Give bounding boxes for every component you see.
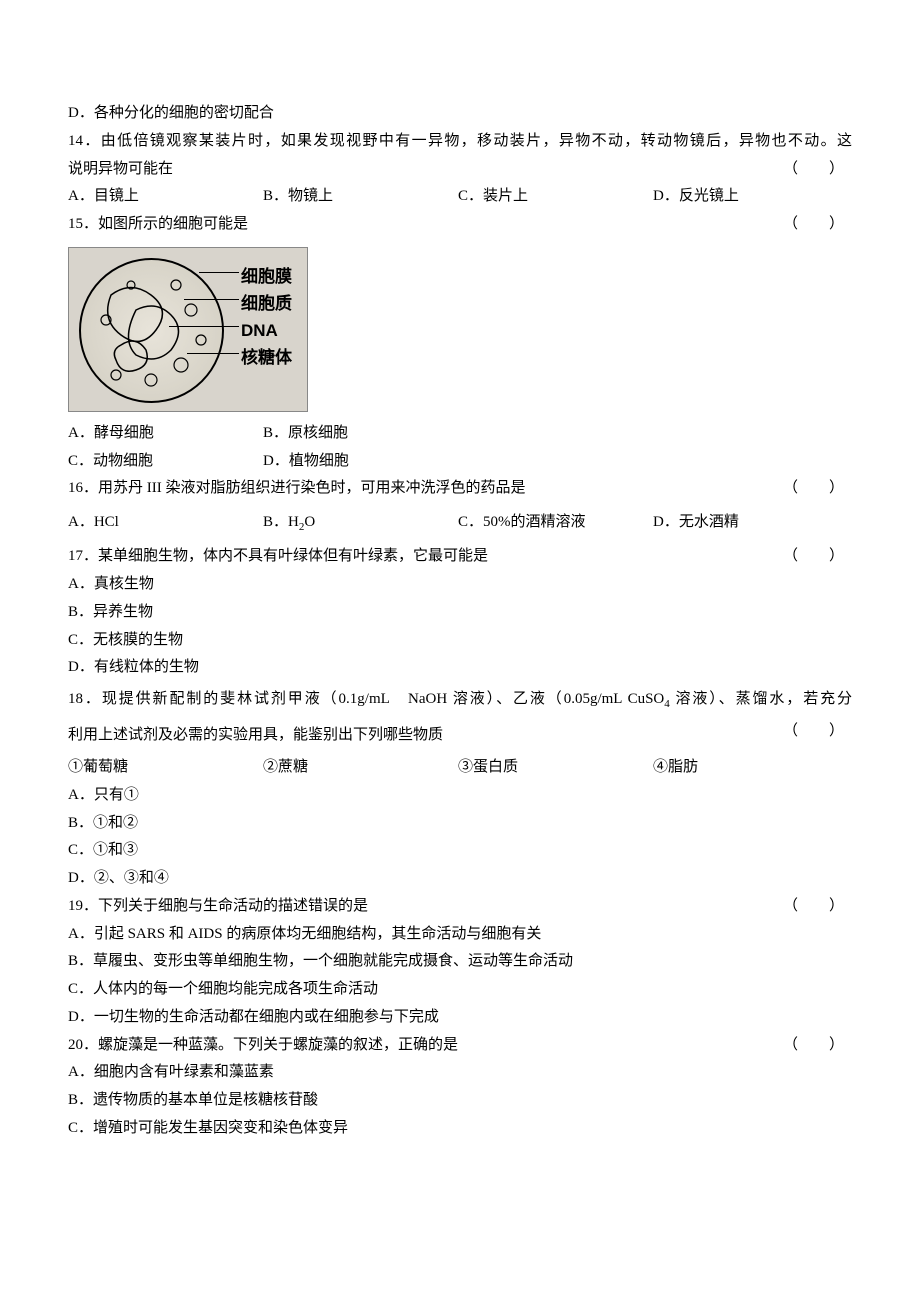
q14-stem-line2-wrap: 说明异物可能在 （ ） (68, 156, 852, 184)
q14-paren: （ ） (783, 156, 852, 184)
cell-outline (79, 258, 224, 403)
cell-contents-svg (81, 260, 226, 405)
q16-stem: 16．用苏丹 III 染液对脂肪组织进行染色时，可用来冲洗浮色的药品是 (68, 480, 526, 496)
q18-item2: ②蔗糖 (263, 754, 458, 782)
q18-item3: ③蛋白质 (458, 754, 653, 782)
q14-optB: B．物镜上 (263, 183, 458, 211)
q18-stem-line2: 利用上述试剂及必需的实验用具，能鉴别出下列哪些物质 (68, 727, 443, 743)
q15-optA: A．酵母细胞 (68, 420, 263, 448)
q18-stem1c: 溶液）、蒸馏水，若充分 (675, 691, 852, 707)
q20-optA: A．细胞内含有叶绿素和藻蓝素 (68, 1059, 852, 1087)
q15-stem: 15．如图所示的细胞可能是 (68, 216, 248, 232)
q19-paren: （ ） (783, 893, 852, 921)
q18-item1: ①葡萄糖 (68, 754, 263, 782)
q16-block: 16．用苏丹 III 染液对脂肪组织进行染色时，可用来冲洗浮色的药品是 （ ） … (68, 475, 852, 543)
q18-stem-line1: 18．现提供新配制的斐林试剂甲液（0.1g/mL NaOH 溶液）、乙液（0.0… (68, 682, 852, 718)
q20-stem-wrap: 20．螺旋藻是一种蓝藻。下列关于螺旋藻的叙述，正确的是 （ ） (68, 1032, 852, 1060)
q19-optC: C．人体内的每一个细胞均能完成各项生命活动 (68, 976, 852, 1004)
q18-optC: C．①和③ (68, 837, 852, 865)
q13-block: D．各种分化的细胞的密切配合 (68, 100, 852, 128)
q16-optB-end: O (304, 514, 315, 530)
q18-optD: D．②、③和④ (68, 865, 852, 893)
q16-optA: A．HCl (68, 509, 263, 537)
q18-optB: B．①和② (68, 810, 852, 838)
q17-block: 17．某单细胞生物，体内不具有叶绿体但有叶绿素，它最可能是 （ ） A．真核生物… (68, 543, 852, 682)
q19-block: 19．下列关于细胞与生命活动的描述错误的是 （ ） A．引起 SARS 和 AI… (68, 893, 852, 1032)
q18-item4: ④脂肪 (653, 754, 848, 782)
q19-optD: D．一切生物的生命活动都在细胞内或在细胞参与下完成 (68, 1004, 852, 1032)
q20-block: 20．螺旋藻是一种蓝藻。下列关于螺旋藻的叙述，正确的是 （ ） A．细胞内含有叶… (68, 1032, 852, 1143)
q14-optC: C．装片上 (458, 183, 653, 211)
q15-paren: （ ） (783, 211, 852, 239)
q14-stem-line2: 说明异物可能在 (68, 161, 173, 177)
q15-optB: B．原核细胞 (263, 420, 458, 448)
q16-optD: D．无水酒精 (653, 509, 848, 537)
q18-paren: （ ） (783, 718, 852, 746)
q14-optA: A．目镜上 (68, 183, 263, 211)
q19-optB: B．草履虫、变形虫等单细胞生物，一个细胞就能完成摄食、运动等生命活动 (68, 948, 852, 976)
q16-options: A．HCl B．H2O C．50%的酒精溶液 D．无水酒精 (68, 503, 852, 543)
q18-optA: A．只有① (68, 782, 852, 810)
label-line-dna (169, 326, 239, 327)
q19-stem: 19．下列关于细胞与生命活动的描述错误的是 (68, 898, 368, 914)
q17-stem: 17．某单细胞生物，体内不具有叶绿体但有叶绿素，它最可能是 (68, 548, 488, 564)
q16-optB: B．H2O (263, 509, 458, 537)
q14-optD: D．反光镜上 (653, 183, 848, 211)
q20-stem: 20．螺旋藻是一种蓝藻。下列关于螺旋藻的叙述，正确的是 (68, 1037, 458, 1053)
q16-optB-base: H (288, 514, 299, 530)
q18-stem1a: 18．现提供新配制的斐林试剂甲液（0.1g/mL NaOH 溶液）、乙液（0.0… (68, 691, 622, 707)
label-ribosome: 核糖体 (241, 342, 292, 373)
q17-optA: A．真核生物 (68, 571, 852, 599)
q20-paren: （ ） (783, 1032, 852, 1060)
q17-optB: B．异养生物 (68, 599, 852, 627)
q17-paren: （ ） (783, 543, 852, 571)
q19-stem-wrap: 19．下列关于细胞与生命活动的描述错误的是 （ ） (68, 893, 852, 921)
label-line-ribosome (187, 353, 239, 354)
q14-block: 14．由低倍镜观察某装片时，如果发现视野中有一异物，移动装片，异物不动，转动物镜… (68, 128, 852, 211)
q16-paren: （ ） (783, 475, 852, 503)
q20-optC: C．增殖时可能发生基因突变和染色体变异 (68, 1115, 852, 1143)
q15-options-row1: A．酵母细胞 B．原核细胞 (68, 420, 852, 448)
q14-stem-line1: 14．由低倍镜观察某装片时，如果发现视野中有一异物，移动装片，异物不动，转动物镜… (68, 128, 852, 156)
q18-items: ①葡萄糖 ②蔗糖 ③蛋白质 ④脂肪 (68, 754, 852, 782)
q15-options-row2: C．动物细胞 D．植物细胞 (68, 448, 852, 476)
q16-optB-prefix: B． (263, 514, 288, 530)
q17-optC: C．无核膜的生物 (68, 627, 852, 655)
q20-optB: B．遗传物质的基本单位是核糖核苷酸 (68, 1087, 852, 1115)
q15-stem-wrap: 15．如图所示的细胞可能是 （ ） (68, 211, 852, 239)
q19-optA: A．引起 SARS 和 AIDS 的病原体均无细胞结构，其生命活动与细胞有关 (68, 921, 852, 949)
q17-stem-wrap: 17．某单细胞生物，体内不具有叶绿体但有叶绿素，它最可能是 （ ） (68, 543, 852, 571)
q14-options: A．目镜上 B．物镜上 C．装片上 D．反光镜上 (68, 183, 852, 211)
q15-figure: 细胞膜 细胞质 DNA 核糖体 (68, 247, 852, 412)
q15-optC: C．动物细胞 (68, 448, 263, 476)
q18-stem-line2-wrap: 利用上述试剂及必需的实验用具，能鉴别出下列哪些物质 （ ） (68, 718, 852, 754)
cell-diagram: 细胞膜 细胞质 DNA 核糖体 (68, 247, 308, 412)
q16-stem-wrap: 16．用苏丹 III 染液对脂肪组织进行染色时，可用来冲洗浮色的药品是 （ ） (68, 475, 852, 503)
q17-optD: D．有线粒体的生物 (68, 654, 852, 682)
q18-cuso-sub: 4 (664, 698, 670, 710)
label-line-membrane (199, 272, 239, 273)
q15-optD: D．植物细胞 (263, 448, 458, 476)
q15-block: 15．如图所示的细胞可能是 （ ） 细 (68, 211, 852, 475)
q18-cuso-base: CuSO (628, 691, 665, 707)
label-line-cytoplasm (184, 299, 239, 300)
q18-block: 18．现提供新配制的斐林试剂甲液（0.1g/mL NaOH 溶液）、乙液（0.0… (68, 682, 852, 893)
q16-optC: C．50%的酒精溶液 (458, 509, 653, 537)
q13-optD: D．各种分化的细胞的密切配合 (68, 100, 852, 128)
